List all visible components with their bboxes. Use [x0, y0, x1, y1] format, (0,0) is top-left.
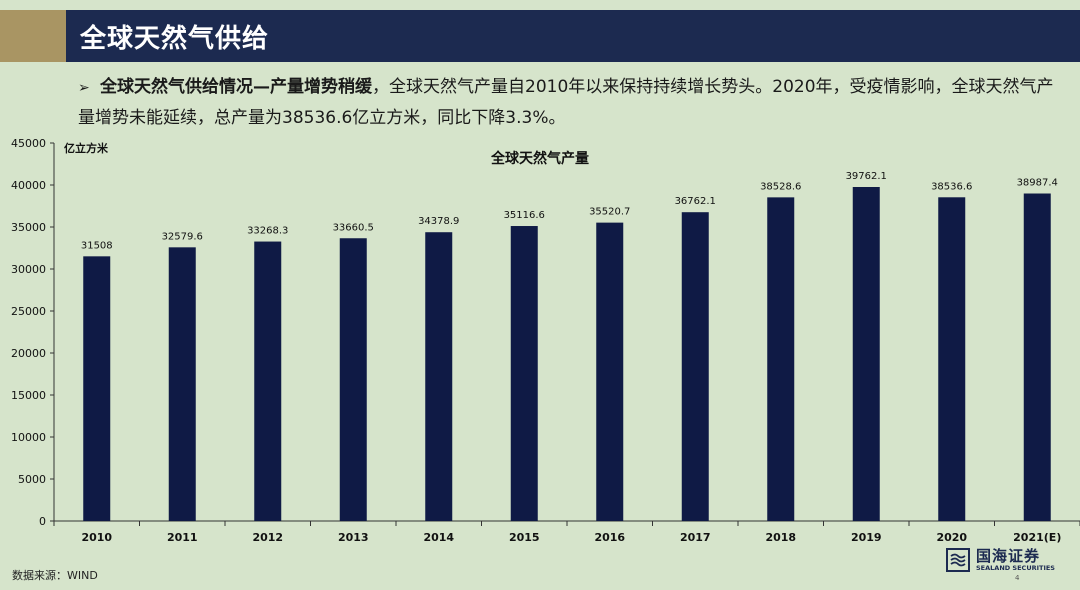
- sealand-logo-icon: [946, 548, 970, 572]
- data-label: 31508: [81, 240, 113, 251]
- summary-bullet: ➢ 全球天然气供给情况—产量增势稍缓，全球天然气产量自2010年以来保持持续增长势…: [78, 72, 1068, 133]
- x-tick-label: 2019: [851, 531, 882, 544]
- bar: [852, 186, 880, 521]
- x-tick-label: 2017: [680, 531, 711, 544]
- data-label: 38528.6: [760, 181, 801, 192]
- title-accent: [0, 10, 66, 62]
- data-label: 38536.6: [931, 181, 972, 192]
- data-source: 数据来源：WIND: [12, 569, 98, 582]
- y-tick-label: 40000: [11, 179, 46, 192]
- y-tick-label: 20000: [11, 347, 46, 360]
- page-number: 4: [1015, 574, 1020, 582]
- bar: [168, 247, 196, 521]
- y-tick-label: 10000: [11, 431, 46, 444]
- bar-chart: 0 5000 10000 15000 20000 25000 30000 35000 40000…: [11, 137, 1080, 544]
- x-tick-label: 2021(E): [1013, 531, 1061, 544]
- bar: [596, 222, 624, 521]
- company-logo: 国海证券 SEALAND SECURITIES: [946, 544, 1056, 576]
- bar: [938, 197, 966, 522]
- summary-body: ，全球天然气产量自2010年以来保持持续增长势头。2020年，受疫情影响，全球天…: [78, 77, 1054, 128]
- summary-lead: 全球天然气供给情况—产量增势稍缓: [100, 77, 372, 97]
- data-label: 33660.5: [333, 222, 374, 233]
- bar: [1023, 193, 1051, 521]
- x-tick-label: 2010: [81, 531, 112, 544]
- logo-chinese-name: 国海证券: [976, 546, 1041, 565]
- x-tick-label: 2014: [423, 531, 454, 544]
- data-label: 35520.7: [589, 207, 630, 218]
- page-title: 全球天然气供给: [66, 10, 1080, 62]
- bar: [339, 238, 367, 521]
- x-tick-label: 2016: [594, 531, 625, 544]
- bar: [510, 226, 538, 521]
- x-tick-label: 2011: [167, 531, 198, 544]
- chart-title: 全球天然气产量: [490, 150, 589, 167]
- data-label: 36762.1: [675, 196, 716, 207]
- data-label: 34378.9: [418, 216, 459, 227]
- bar: [767, 197, 795, 522]
- title-bar: 全球天然气供给: [0, 10, 1080, 62]
- x-tick-label: 2012: [252, 531, 283, 544]
- y-tick-label: 15000: [11, 389, 46, 402]
- y-tick-label: 0: [39, 515, 46, 528]
- data-label: 39762.1: [846, 171, 887, 182]
- data-label: 33268.3: [247, 226, 288, 237]
- y-tick-label: 5000: [18, 473, 46, 486]
- x-tick-label: 2020: [936, 531, 967, 544]
- x-tick-label: 2018: [765, 531, 796, 544]
- y-tick-label: 25000: [11, 305, 46, 318]
- bar: [254, 241, 282, 522]
- data-label: 35116.6: [504, 210, 545, 221]
- bar: [681, 212, 709, 521]
- y-tick-label: 45000: [11, 137, 46, 150]
- x-tick-label: 2015: [509, 531, 540, 544]
- bar: [425, 232, 453, 522]
- logo-english-name: SEALAND SECURITIES: [976, 563, 1055, 572]
- y-tick-label: 35000: [11, 221, 46, 234]
- x-tick-label: 2013: [338, 531, 369, 544]
- bar: [83, 256, 111, 521]
- arrow-bullet-icon: ➢: [78, 80, 90, 96]
- data-label: 32579.6: [162, 231, 203, 242]
- y-axis-label: 亿立方米: [64, 141, 109, 155]
- y-tick-label: 30000: [11, 263, 46, 276]
- data-label: 38987.4: [1017, 178, 1058, 189]
